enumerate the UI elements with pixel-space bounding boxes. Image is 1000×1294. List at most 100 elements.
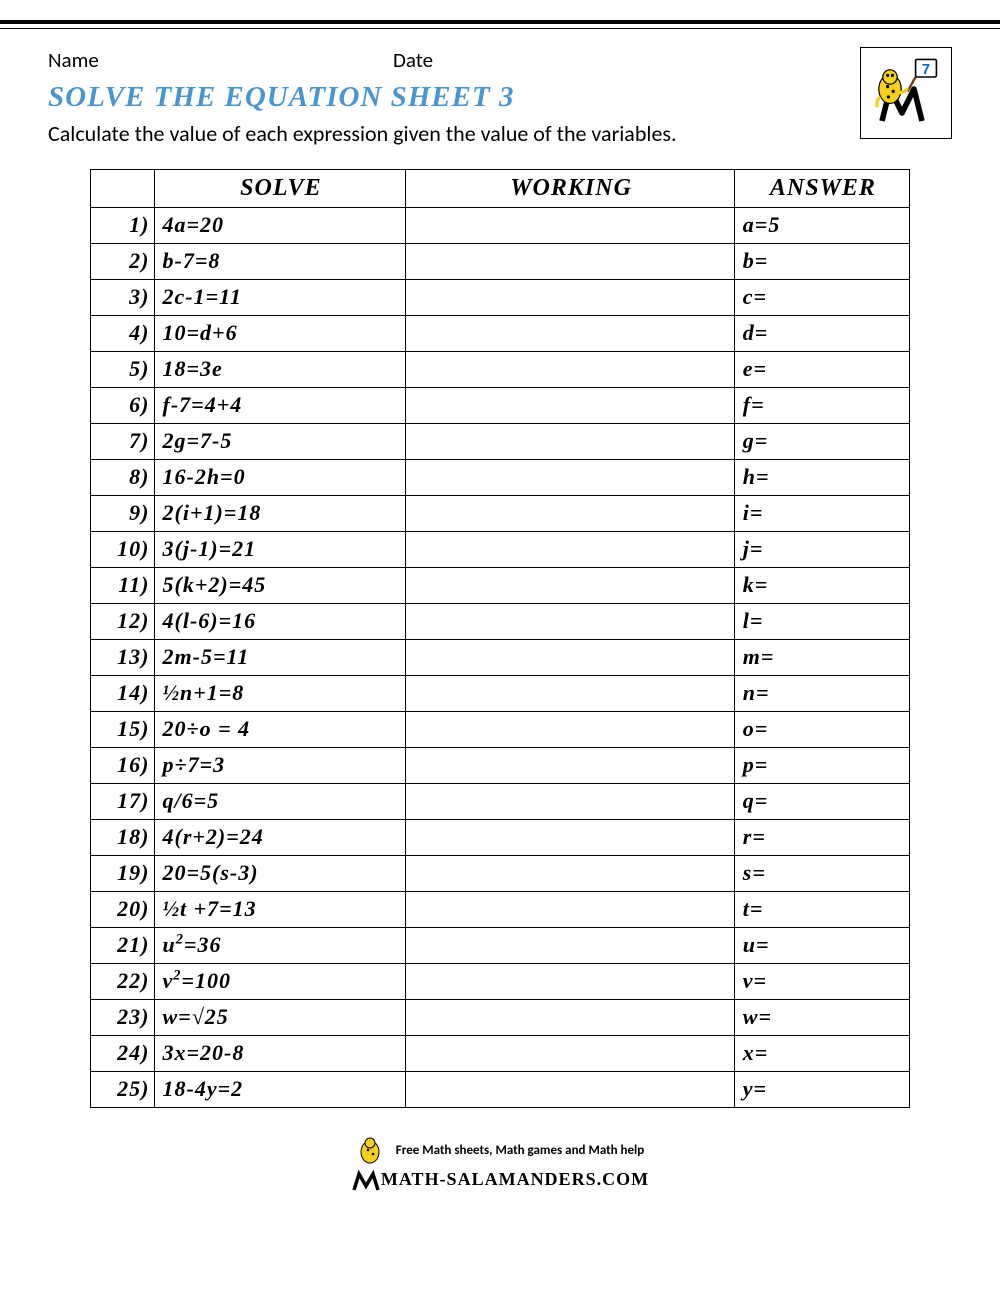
row-solve: u2=36	[154, 927, 406, 963]
row-solve: 2g=7-5	[154, 423, 406, 459]
col-blank	[91, 170, 155, 208]
col-working: WORKING	[406, 170, 734, 208]
row-answer: r=	[734, 819, 909, 855]
row-answer: w=	[734, 999, 909, 1035]
row-number: 23)	[91, 999, 155, 1035]
worksheet-title: SOLVE THE EQUATION SHEET 3	[48, 81, 952, 114]
row-working	[406, 747, 734, 783]
row-answer: q=	[734, 783, 909, 819]
footer-site: MATH-SALAMANDERS.COM	[48, 1169, 952, 1192]
row-working	[406, 603, 734, 639]
footer-salamander-icon	[356, 1136, 390, 1166]
row-answer: t=	[734, 891, 909, 927]
row-answer: h=	[734, 459, 909, 495]
row-solve: p÷7=3	[154, 747, 406, 783]
row-number: 18)	[91, 819, 155, 855]
row-answer: f=	[734, 387, 909, 423]
row-working	[406, 1035, 734, 1071]
row-working	[406, 963, 734, 999]
row-solve: 2m-5=11	[154, 639, 406, 675]
row-number: 4)	[91, 315, 155, 351]
row-answer: d=	[734, 315, 909, 351]
table-row: 16)p÷7=3p=	[91, 747, 910, 783]
row-answer: x=	[734, 1035, 909, 1071]
footer-tagline: Free Math sheets, Math games and Math he…	[396, 1143, 644, 1158]
row-solve: v2=100	[154, 963, 406, 999]
row-working	[406, 639, 734, 675]
table-row: 6)f-7=4+4 f=	[91, 387, 910, 423]
row-solve: ½t +7=13	[154, 891, 406, 927]
row-solve: 18-4y=2	[154, 1071, 406, 1107]
row-solve: 2(i+1)=18	[154, 495, 406, 531]
row-working	[406, 423, 734, 459]
top-rule	[0, 20, 1000, 29]
footer: Free Math sheets, Math games and Math he…	[48, 1136, 952, 1192]
table-row: 14)½n+1=8n=	[91, 675, 910, 711]
table-row: 4)10=d+6 d=	[91, 315, 910, 351]
row-working	[406, 207, 734, 243]
row-answer: m=	[734, 639, 909, 675]
row-number: 6)	[91, 387, 155, 423]
name-label: Name	[48, 47, 393, 73]
row-number: 9)	[91, 495, 155, 531]
row-solve: 4a=20	[154, 207, 406, 243]
row-number: 20)	[91, 891, 155, 927]
row-answer: y=	[734, 1071, 909, 1107]
row-answer: b=	[734, 243, 909, 279]
table-row: 23)w=√25 w=	[91, 999, 910, 1035]
row-answer: u=	[734, 927, 909, 963]
row-solve: 4(r+2)=24	[154, 819, 406, 855]
table-row: 19)20=5(s-3)s=	[91, 855, 910, 891]
table-row: 2)b-7=8 b=	[91, 243, 910, 279]
table-row: 20)½t +7=13 t=	[91, 891, 910, 927]
row-working	[406, 1071, 734, 1107]
table-row: 13)2m-5=11 m=	[91, 639, 910, 675]
row-answer: g=	[734, 423, 909, 459]
row-number: 13)	[91, 639, 155, 675]
row-answer: l=	[734, 603, 909, 639]
row-number: 17)	[91, 783, 155, 819]
row-number: 1)	[91, 207, 155, 243]
row-working	[406, 495, 734, 531]
row-working	[406, 819, 734, 855]
row-answer: c=	[734, 279, 909, 315]
row-solve: 20=5(s-3)	[154, 855, 406, 891]
row-answer: e=	[734, 351, 909, 387]
row-working	[406, 675, 734, 711]
row-solve: 3x=20-8	[154, 1035, 406, 1071]
row-number: 10)	[91, 531, 155, 567]
table-row: 3)2c-1=11c=	[91, 279, 910, 315]
worksheet-page: Name Date 7 SOLVE THE EQUATION SHEET 3 C…	[0, 47, 1000, 1222]
row-answer: p=	[734, 747, 909, 783]
table-row: 1)4a=20a=5	[91, 207, 910, 243]
table-row: 5)18=3ee=	[91, 351, 910, 387]
table-row: 15)20÷o = 4o=	[91, 711, 910, 747]
table-row: 11)5(k+2)=45k=	[91, 567, 910, 603]
row-number: 24)	[91, 1035, 155, 1071]
row-number: 7)	[91, 423, 155, 459]
table-header-row: SOLVE WORKING ANSWER	[91, 170, 910, 208]
row-working	[406, 783, 734, 819]
row-solve: 4(l-6)=16	[154, 603, 406, 639]
row-solve: 3(j-1)=21	[154, 531, 406, 567]
row-number: 2)	[91, 243, 155, 279]
row-solve: 10=d+6	[154, 315, 406, 351]
row-working	[406, 351, 734, 387]
row-working	[406, 279, 734, 315]
row-number: 11)	[91, 567, 155, 603]
row-solve: 16-2h=0	[154, 459, 406, 495]
row-answer: j=	[734, 531, 909, 567]
row-solve: 20÷o = 4	[154, 711, 406, 747]
row-working	[406, 387, 734, 423]
salamander-logo: 7	[860, 47, 952, 139]
row-answer: k=	[734, 567, 909, 603]
row-working	[406, 891, 734, 927]
row-solve: w=√25	[154, 999, 406, 1035]
table-row: 8)16-2h=0h=	[91, 459, 910, 495]
table-row: 25)18-4y=2y=	[91, 1071, 910, 1107]
row-solve: f-7=4+4	[154, 387, 406, 423]
worksheet-table: SOLVE WORKING ANSWER 1)4a=20a=52)b-7=8 b=…	[90, 169, 910, 1108]
row-solve: b-7=8	[154, 243, 406, 279]
row-number: 15)	[91, 711, 155, 747]
row-working	[406, 243, 734, 279]
